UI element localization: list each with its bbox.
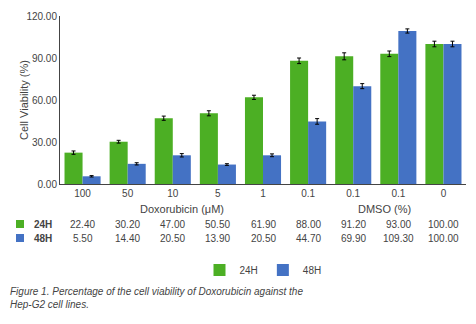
svg-text:48H: 48H: [303, 265, 321, 276]
svg-text:5: 5: [215, 188, 221, 199]
svg-text:Doxorubicin (μM): Doxorubicin (μM): [140, 203, 224, 215]
svg-text:24H: 24H: [240, 265, 258, 276]
svg-text:61.90: 61.90: [251, 219, 276, 230]
svg-text:DMSO (%): DMSO (%): [358, 203, 411, 215]
svg-text:90.00: 90.00: [32, 53, 57, 64]
svg-text:30.00: 30.00: [32, 137, 57, 148]
svg-text:22.40: 22.40: [70, 219, 95, 230]
svg-text:88.00: 88.00: [296, 219, 321, 230]
svg-text:20.50: 20.50: [251, 233, 276, 244]
svg-text:0: 0: [441, 188, 447, 199]
svg-text:44.70: 44.70: [296, 233, 321, 244]
svg-text:30.20: 30.20: [115, 219, 140, 230]
svg-text:109.30: 109.30: [383, 233, 414, 244]
svg-text:50.50: 50.50: [205, 219, 230, 230]
svg-text:100.00: 100.00: [428, 219, 459, 230]
svg-text:69.90: 69.90: [341, 233, 366, 244]
svg-text:48H: 48H: [34, 233, 52, 244]
svg-text:1: 1: [260, 188, 266, 199]
svg-text:120.00: 120.00: [26, 11, 57, 22]
svg-text:60.00: 60.00: [32, 95, 57, 106]
svg-text:0.1: 0.1: [301, 188, 315, 199]
svg-text:0.1: 0.1: [391, 188, 405, 199]
svg-text:0.1: 0.1: [346, 188, 360, 199]
svg-text:50: 50: [122, 188, 134, 199]
svg-text:14.40: 14.40: [115, 233, 140, 244]
svg-text:91.20: 91.20: [341, 219, 366, 230]
svg-text:0.00: 0.00: [38, 179, 58, 190]
svg-text:Cell Viability (%): Cell Viability (%): [18, 60, 30, 140]
svg-text:20.50: 20.50: [160, 233, 185, 244]
svg-text:47.00: 47.00: [160, 219, 185, 230]
svg-text:Figure 1. Percentage of the ce: Figure 1. Percentage of the cell viabili…: [10, 286, 303, 310]
svg-text:100.00: 100.00: [428, 233, 459, 244]
svg-text:100: 100: [74, 188, 91, 199]
svg-text:13.90: 13.90: [205, 233, 230, 244]
svg-text:10: 10: [167, 188, 179, 199]
svg-text:24H: 24H: [34, 219, 52, 230]
svg-text:5.50: 5.50: [73, 233, 93, 244]
svg-text:93.00: 93.00: [386, 219, 411, 230]
